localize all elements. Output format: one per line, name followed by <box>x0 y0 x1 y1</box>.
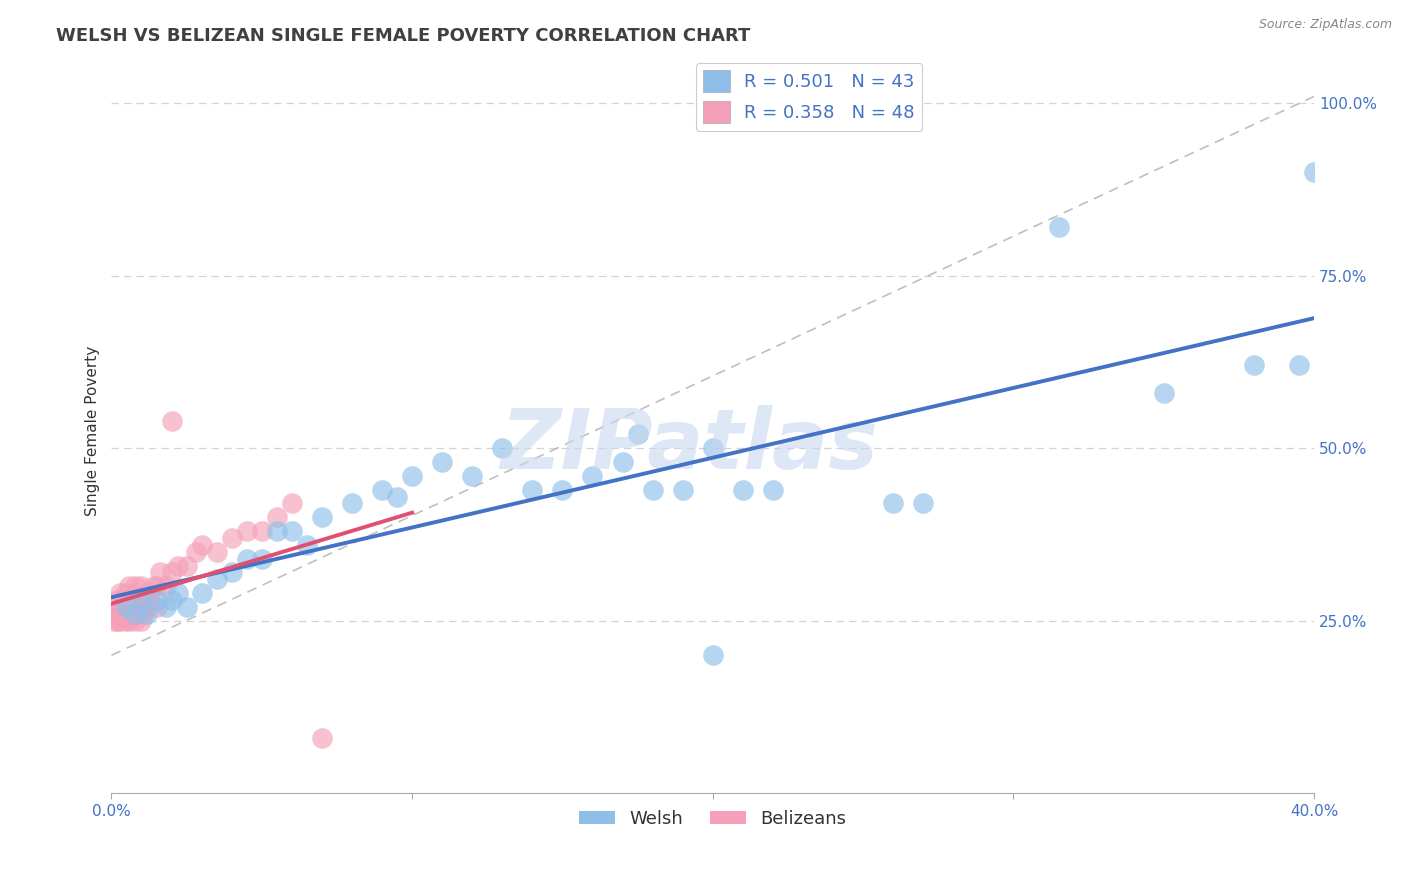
Point <box>430 455 453 469</box>
Point <box>176 558 198 573</box>
Point <box>762 483 785 497</box>
Point <box>118 579 141 593</box>
Point <box>100 607 122 621</box>
Legend: Welsh, Belizeans: Welsh, Belizeans <box>572 803 853 835</box>
Point <box>145 579 167 593</box>
Point <box>1047 220 1070 235</box>
Point <box>626 427 648 442</box>
Point <box>205 572 228 586</box>
Point <box>136 607 159 621</box>
Point <box>385 490 408 504</box>
Point <box>121 607 143 621</box>
Point <box>190 586 212 600</box>
Point <box>581 468 603 483</box>
Point <box>148 566 170 580</box>
Point <box>311 510 333 524</box>
Point <box>145 599 167 614</box>
Point <box>731 483 754 497</box>
Point <box>127 607 149 621</box>
Point <box>160 593 183 607</box>
Point <box>124 614 146 628</box>
Point <box>110 614 132 628</box>
Point <box>124 579 146 593</box>
Point <box>124 599 146 614</box>
Point <box>702 441 724 455</box>
Point <box>250 551 273 566</box>
Point <box>124 607 146 621</box>
Point <box>491 441 513 455</box>
Point <box>107 607 129 621</box>
Point <box>281 496 304 510</box>
Point <box>136 599 159 614</box>
Point <box>1303 165 1326 179</box>
Point <box>112 607 135 621</box>
Point <box>311 731 333 745</box>
Point <box>131 579 153 593</box>
Point <box>134 607 156 621</box>
Point <box>103 599 125 614</box>
Point <box>115 586 138 600</box>
Point <box>340 496 363 510</box>
Point <box>176 599 198 614</box>
Point <box>641 483 664 497</box>
Point <box>136 586 159 600</box>
Point <box>166 586 188 600</box>
Point <box>235 524 257 538</box>
Point <box>281 524 304 538</box>
Point <box>612 455 634 469</box>
Point <box>166 558 188 573</box>
Point <box>145 593 167 607</box>
Point <box>401 468 423 483</box>
Point <box>1243 359 1265 373</box>
Point <box>118 614 141 628</box>
Point <box>115 599 138 614</box>
Point <box>112 593 135 607</box>
Point <box>103 614 125 628</box>
Point <box>107 593 129 607</box>
Point <box>160 414 183 428</box>
Point <box>250 524 273 538</box>
Point <box>461 468 484 483</box>
Point <box>184 545 207 559</box>
Point <box>1288 359 1310 373</box>
Point <box>131 599 153 614</box>
Text: Source: ZipAtlas.com: Source: ZipAtlas.com <box>1258 18 1392 31</box>
Point <box>266 524 288 538</box>
Point <box>295 538 318 552</box>
Point <box>118 599 141 614</box>
Point <box>205 545 228 559</box>
Point <box>110 586 132 600</box>
Point <box>266 510 288 524</box>
Text: WELSH VS BELIZEAN SINGLE FEMALE POVERTY CORRELATION CHART: WELSH VS BELIZEAN SINGLE FEMALE POVERTY … <box>56 27 751 45</box>
Point <box>131 614 153 628</box>
Point <box>221 531 243 545</box>
Point <box>139 593 162 607</box>
Point <box>155 599 177 614</box>
Point <box>882 496 904 510</box>
Point <box>235 551 257 566</box>
Point <box>912 496 935 510</box>
Point <box>115 599 138 614</box>
Point <box>551 483 574 497</box>
Point <box>702 648 724 663</box>
Point <box>131 593 153 607</box>
Point <box>160 566 183 580</box>
Point <box>371 483 394 497</box>
Point <box>115 614 138 628</box>
Point <box>672 483 695 497</box>
Point <box>522 483 544 497</box>
Point <box>1153 386 1175 401</box>
Point <box>107 614 129 628</box>
Point <box>221 566 243 580</box>
Text: ZIPatlas: ZIPatlas <box>499 405 877 486</box>
Point <box>190 538 212 552</box>
Point <box>110 599 132 614</box>
Y-axis label: Single Female Poverty: Single Female Poverty <box>86 346 100 516</box>
Point <box>155 579 177 593</box>
Point <box>121 593 143 607</box>
Point <box>142 579 165 593</box>
